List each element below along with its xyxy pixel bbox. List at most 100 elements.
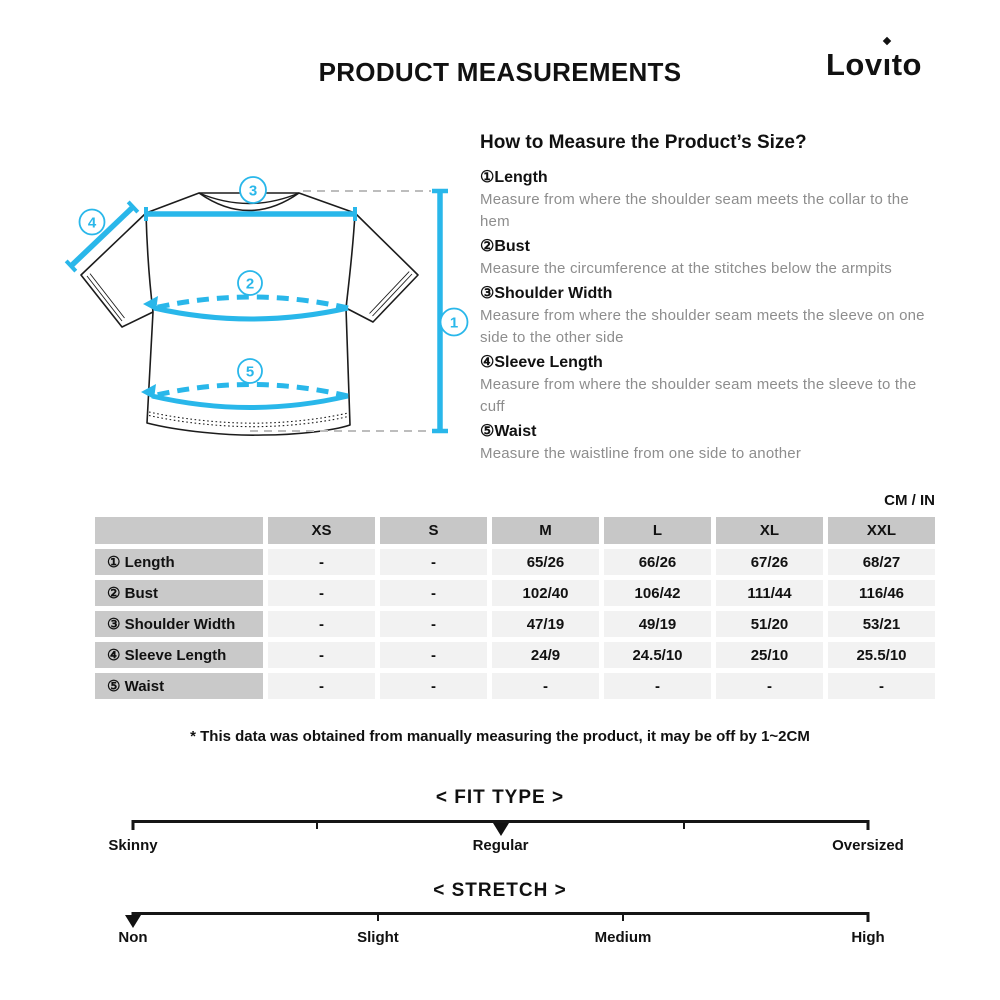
marker-1-circle	[439, 307, 469, 337]
size-table: XS S M L XL XXL ① Length - - 65/26 66/26…	[90, 512, 940, 704]
brand-text-3: to	[891, 47, 922, 82]
guide-heading: How to Measure the Product’s Size?	[480, 132, 807, 153]
bust-ellipse-solid	[153, 305, 349, 322]
bust-ellipse-dashed	[153, 294, 349, 311]
cell: -	[380, 642, 487, 668]
brand-text-1: Lov	[825, 47, 883, 82]
stretch-title: < STRETCH >	[433, 880, 567, 901]
guide-item-shoulder-desc: Measure from where the shoulder seam mee…	[480, 307, 925, 346]
table-row: ③ Shoulder Width - - 47/19 49/19 51/20 5…	[95, 611, 935, 637]
fit-type-labels: Skinny Regular Oversized	[108, 837, 903, 855]
cell: -	[380, 673, 487, 699]
bust-arrow-icon	[143, 296, 158, 311]
unit-label: CM / IN	[884, 492, 935, 509]
fit-type-marker-icon	[492, 823, 509, 836]
col-header-xxl: XXL	[828, 517, 935, 544]
stretch-tick-67	[622, 912, 625, 921]
row-label-waist: ⑤ Waist	[95, 673, 263, 699]
col-header-xs: XS	[268, 517, 375, 544]
marker-1-number: 1	[450, 315, 458, 332]
guide-item-length-desc: Measure from where the shoulder seam mee…	[480, 191, 909, 230]
col-header-s: S	[380, 517, 487, 544]
fit-tick-100	[866, 820, 870, 830]
cell: 111/44	[716, 580, 823, 606]
cell: 106/42	[604, 580, 711, 606]
cell: 51/20	[716, 611, 823, 637]
stretch-label-high: High	[851, 929, 885, 946]
cell: -	[268, 642, 375, 668]
fit-label-oversized: Oversized	[832, 837, 904, 854]
cell: 102/40	[492, 580, 599, 606]
col-header-m: M	[492, 517, 599, 544]
shoulder-measure-caps	[144, 207, 357, 221]
stretch-scale-line	[125, 912, 870, 928]
cell: 49/19	[604, 611, 711, 637]
cell: -	[716, 673, 823, 699]
table-row: ② Bust - - 102/40 106/42 111/44 116/46	[95, 580, 935, 606]
col-header-l: L	[604, 517, 711, 544]
marker-5-number: 5	[246, 364, 254, 381]
marker-2-number: 2	[246, 276, 254, 293]
guide-item-sleeve-desc: Measure from where the shoulder seam mee…	[480, 376, 917, 415]
cell: -	[268, 611, 375, 637]
stretch-labels: Non Slight Medium High	[118, 929, 884, 947]
diamond-tittle-icon	[882, 36, 892, 46]
marker-5-circle	[237, 358, 263, 384]
sleeve-measure-bar	[69, 205, 135, 268]
guide-item-bust-desc: Measure the circumference at the stitche…	[480, 260, 892, 277]
page-title: PRODUCT MEASUREMENTS	[318, 57, 682, 87]
cell: 65/26	[492, 549, 599, 575]
cell: -	[380, 580, 487, 606]
marker-2-circle	[237, 270, 263, 296]
cell: 24/9	[492, 642, 599, 668]
waist-arrow-icon	[141, 384, 156, 399]
fit-label-regular: Regular	[472, 837, 529, 854]
stretch-label-non: Non	[118, 929, 148, 946]
guide-item-shoulder-label: ③Shoulder Width	[480, 285, 613, 302]
cell: 24.5/10	[604, 642, 711, 668]
fit-tick-25	[315, 820, 318, 829]
measurement-disclaimer: * This data was obtained from manually m…	[190, 728, 810, 745]
stretch-tick-100	[866, 912, 870, 922]
row-label-length: ① Length	[95, 549, 263, 575]
fit-type-scale-line	[131, 820, 870, 836]
marker-4-circle	[78, 208, 106, 236]
col-header-xl: XL	[716, 517, 823, 544]
cell: -	[268, 580, 375, 606]
guide-item-bust-label: ②Bust	[480, 238, 530, 255]
right-cuff-stitch	[369, 271, 413, 317]
cell: -	[492, 673, 599, 699]
sleeve-measure-caps	[64, 200, 140, 273]
left-cuff-stitch	[86, 273, 125, 322]
cell: 68/27	[828, 549, 935, 575]
waist-ellipse-solid	[151, 393, 349, 410]
cell: -	[380, 549, 487, 575]
collar-band-arc	[198, 192, 300, 205]
row-label-shoulder-width: ③ Shoulder Width	[95, 611, 263, 637]
marker-4-number: 4	[88, 215, 97, 232]
corner-cell	[95, 517, 263, 544]
cell: -	[380, 611, 487, 637]
measure-guide: How to Measure the Product’s Size? ①Leng…	[480, 132, 942, 465]
brand-text-2: ı	[882, 47, 892, 82]
fit-tick-75	[683, 820, 686, 829]
guide-item-sleeve-label: ④Sleeve Length	[480, 354, 603, 371]
brand-logo: Lov ıto	[825, 36, 922, 83]
marker-3-number: 3	[249, 183, 257, 200]
cell: -	[828, 673, 935, 699]
table-header-row: XS S M L XL XXL	[95, 517, 935, 544]
cell: 25.5/10	[828, 642, 935, 668]
fit-tick-0	[131, 820, 135, 830]
cell: -	[268, 549, 375, 575]
cell: -	[604, 673, 711, 699]
stretch-marker-icon	[125, 915, 141, 928]
stretch-label-slight: Slight	[357, 929, 399, 946]
guide-item-waist-desc: Measure the waistline from one side to a…	[480, 445, 802, 462]
length-measure-caps	[432, 188, 448, 434]
cell: 53/21	[828, 611, 935, 637]
cell: 47/19	[492, 611, 599, 637]
marker-3-circle	[239, 176, 267, 204]
cell: 116/46	[828, 580, 935, 606]
table-row: ① Length - - 65/26 66/26 67/26 68/27	[95, 549, 935, 575]
fit-label-skinny: Skinny	[108, 837, 158, 854]
